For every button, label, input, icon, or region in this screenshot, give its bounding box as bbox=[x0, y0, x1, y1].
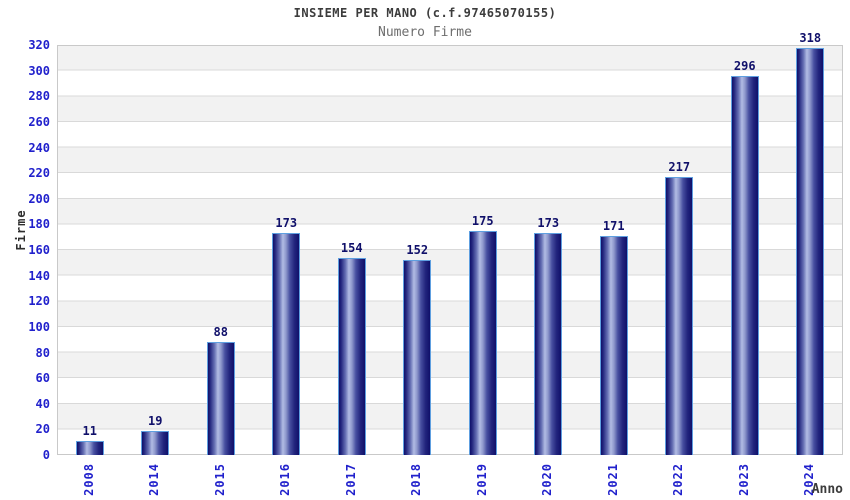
bar-2020 bbox=[534, 233, 562, 455]
x-tick-label: 2023 bbox=[736, 463, 751, 496]
x-tick-label: 2017 bbox=[343, 463, 358, 496]
y-tick-label: 120 bbox=[28, 294, 50, 309]
y-tick-label: 140 bbox=[28, 268, 50, 283]
y-tick-label: 60 bbox=[35, 371, 50, 386]
bar-value-label: 171 bbox=[602, 219, 625, 233]
bar-2008 bbox=[76, 441, 104, 455]
bar-2015 bbox=[207, 342, 235, 455]
x-tick-label: 2021 bbox=[605, 463, 620, 496]
x-tick-label: 2008 bbox=[81, 463, 96, 496]
plot-area bbox=[57, 45, 843, 455]
y-tick-label: 0 bbox=[42, 448, 50, 462]
y-tick-label: 20 bbox=[35, 422, 50, 437]
bar-value-label: 296 bbox=[733, 59, 756, 73]
bar-value-label: 19 bbox=[148, 414, 163, 428]
y-tick-label: 220 bbox=[28, 166, 50, 181]
bar-value-label: 88 bbox=[213, 325, 228, 339]
bar-2018 bbox=[403, 260, 431, 455]
x-tick-label: 2018 bbox=[409, 463, 424, 496]
bar-value-label: 11 bbox=[82, 424, 97, 438]
chart-title: INSIEME PER MANO (c.f.97465070155) bbox=[293, 6, 557, 20]
x-tick-label: 2020 bbox=[540, 463, 555, 496]
bar-2023 bbox=[731, 76, 759, 455]
bar-2019 bbox=[469, 231, 497, 455]
y-tick-label: 160 bbox=[28, 243, 50, 257]
y-tick-label: 100 bbox=[28, 319, 50, 334]
x-tick-label: 2014 bbox=[147, 463, 162, 496]
x-tick-label: 2022 bbox=[671, 463, 686, 496]
y-tick-label: 240 bbox=[28, 140, 50, 155]
bar-value-label: 318 bbox=[799, 31, 822, 45]
bar-2014 bbox=[141, 431, 169, 455]
x-tick-label: 2016 bbox=[278, 463, 293, 496]
y-tick-label: 320 bbox=[28, 38, 50, 52]
bar-2017 bbox=[338, 258, 366, 455]
bar-value-label: 152 bbox=[406, 243, 429, 257]
bar-2024 bbox=[796, 48, 824, 455]
bar-value-label: 175 bbox=[471, 214, 494, 228]
y-tick-label: 200 bbox=[28, 191, 50, 206]
y-tick-label: 300 bbox=[28, 63, 50, 78]
chart-subtitle: Numero Firme bbox=[378, 25, 472, 40]
y-tick-label: 260 bbox=[28, 114, 50, 129]
y-tick-label: 180 bbox=[28, 217, 50, 232]
bar-value-label: 154 bbox=[340, 241, 363, 255]
x-axis-title: Anno bbox=[811, 482, 843, 497]
bar-2016 bbox=[272, 233, 300, 455]
x-tick-label: 2019 bbox=[474, 463, 489, 496]
y-tick-label: 80 bbox=[35, 345, 50, 360]
bar-2022 bbox=[665, 177, 693, 455]
y-tick-label: 280 bbox=[28, 89, 50, 104]
x-tick-label: 2015 bbox=[212, 463, 227, 496]
y-tick-label: 40 bbox=[35, 396, 50, 411]
bar-2021 bbox=[600, 236, 628, 455]
bar-value-label: 217 bbox=[668, 160, 691, 174]
bar-value-label: 173 bbox=[275, 216, 298, 230]
bar-value-label: 173 bbox=[537, 216, 560, 230]
